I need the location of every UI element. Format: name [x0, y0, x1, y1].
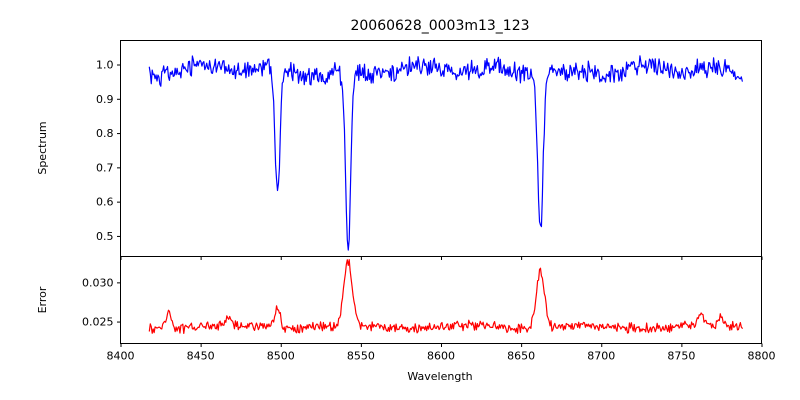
error-y-ticks: 0.025 0.030	[82, 276, 121, 329]
error-y-axis-label: Error	[36, 286, 49, 313]
x-tick-label: 8600	[427, 350, 455, 363]
spectrum-y-axis-label: Spectrum	[36, 121, 49, 174]
y-tick-label: 0.025	[82, 316, 114, 329]
y-tick-label: 0.9	[96, 93, 114, 106]
y-tick-label: 0.8	[96, 127, 114, 140]
x-axis-label: Wavelength	[407, 370, 472, 383]
x-tick-label: 8500	[267, 350, 295, 363]
x-tick-label: 8450	[187, 350, 215, 363]
x-tick-label: 8650	[507, 350, 535, 363]
y-tick-label: 0.030	[82, 276, 114, 289]
y-tick-label: 0.6	[96, 196, 114, 209]
spectrum-data-line	[148, 55, 743, 251]
error-x-ticks: 8400 8450 8500 8550 8600 8650 8700 8750 8800	[107, 343, 776, 363]
x-tick-label: 8750	[667, 350, 695, 363]
error-data-line	[148, 259, 743, 335]
page-title: 20060628_0003m13_123	[350, 18, 529, 34]
y-tick-label: 0.5	[96, 230, 114, 243]
spectrum-panel: 0.5 0.6 0.7 0.8 0.9 1.0 Spectrum	[36, 40, 763, 260]
y-tick-label: 1.0	[96, 59, 114, 72]
x-tick-label: 8550	[347, 350, 375, 363]
x-tick-label: 8400	[107, 350, 135, 363]
y-tick-label: 0.7	[96, 161, 114, 174]
spectrum-y-ticks: 0.5 0.6 0.7 0.8 0.9 1.0	[96, 59, 121, 243]
x-tick-label: 8800	[748, 350, 776, 363]
x-tick-label: 8700	[587, 350, 615, 363]
